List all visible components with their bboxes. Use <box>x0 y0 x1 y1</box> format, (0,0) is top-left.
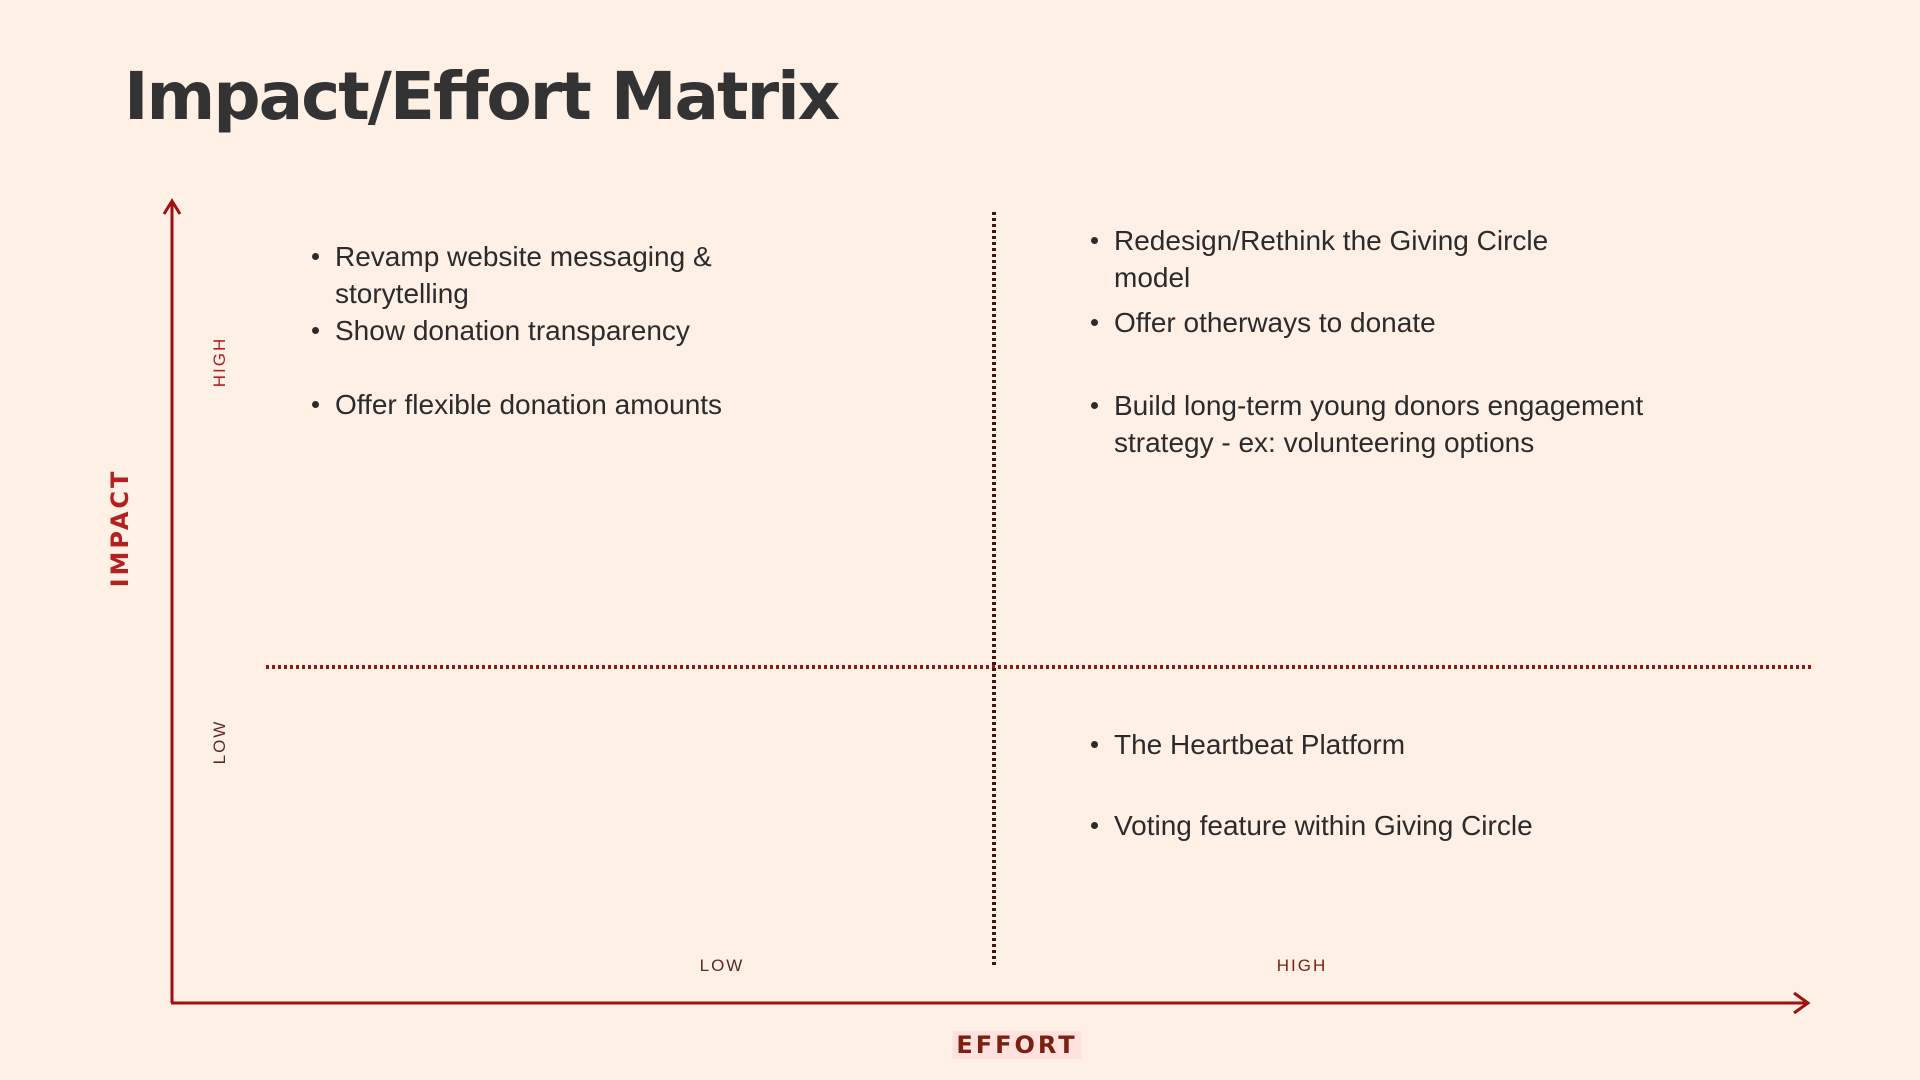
list-item: Revamp website messaging & storytelling <box>312 238 815 312</box>
effort-high-label: HIGH <box>1276 956 1328 975</box>
list-item: The Heartbeat Platform <box>1090 726 1405 763</box>
effort-axis-label: EFFORT <box>952 1031 1082 1059</box>
list-item: Offer flexible donation amounts <box>311 386 722 423</box>
list-item: Voting feature within Giving Circle <box>1091 807 1533 844</box>
list-item: Show donation transparency <box>312 312 690 349</box>
impact-axis-label: IMPACT <box>106 468 134 588</box>
effort-low-label: LOW <box>699 956 745 975</box>
page-title: Impact/Effort Matrix <box>124 58 840 135</box>
impact-high-label: HIGH <box>210 336 229 388</box>
list-item: Offer otherways to donate <box>1091 304 1436 341</box>
effort-axis-arrowhead <box>1793 991 1811 1015</box>
impact-axis-arrowhead <box>162 198 182 215</box>
impact-low-label: LOW <box>210 719 229 765</box>
list-item: Redesign/Rethink the Giving Circle model <box>1091 222 1594 296</box>
list-item: Build long-term young donors engagement … <box>1091 387 1714 461</box>
